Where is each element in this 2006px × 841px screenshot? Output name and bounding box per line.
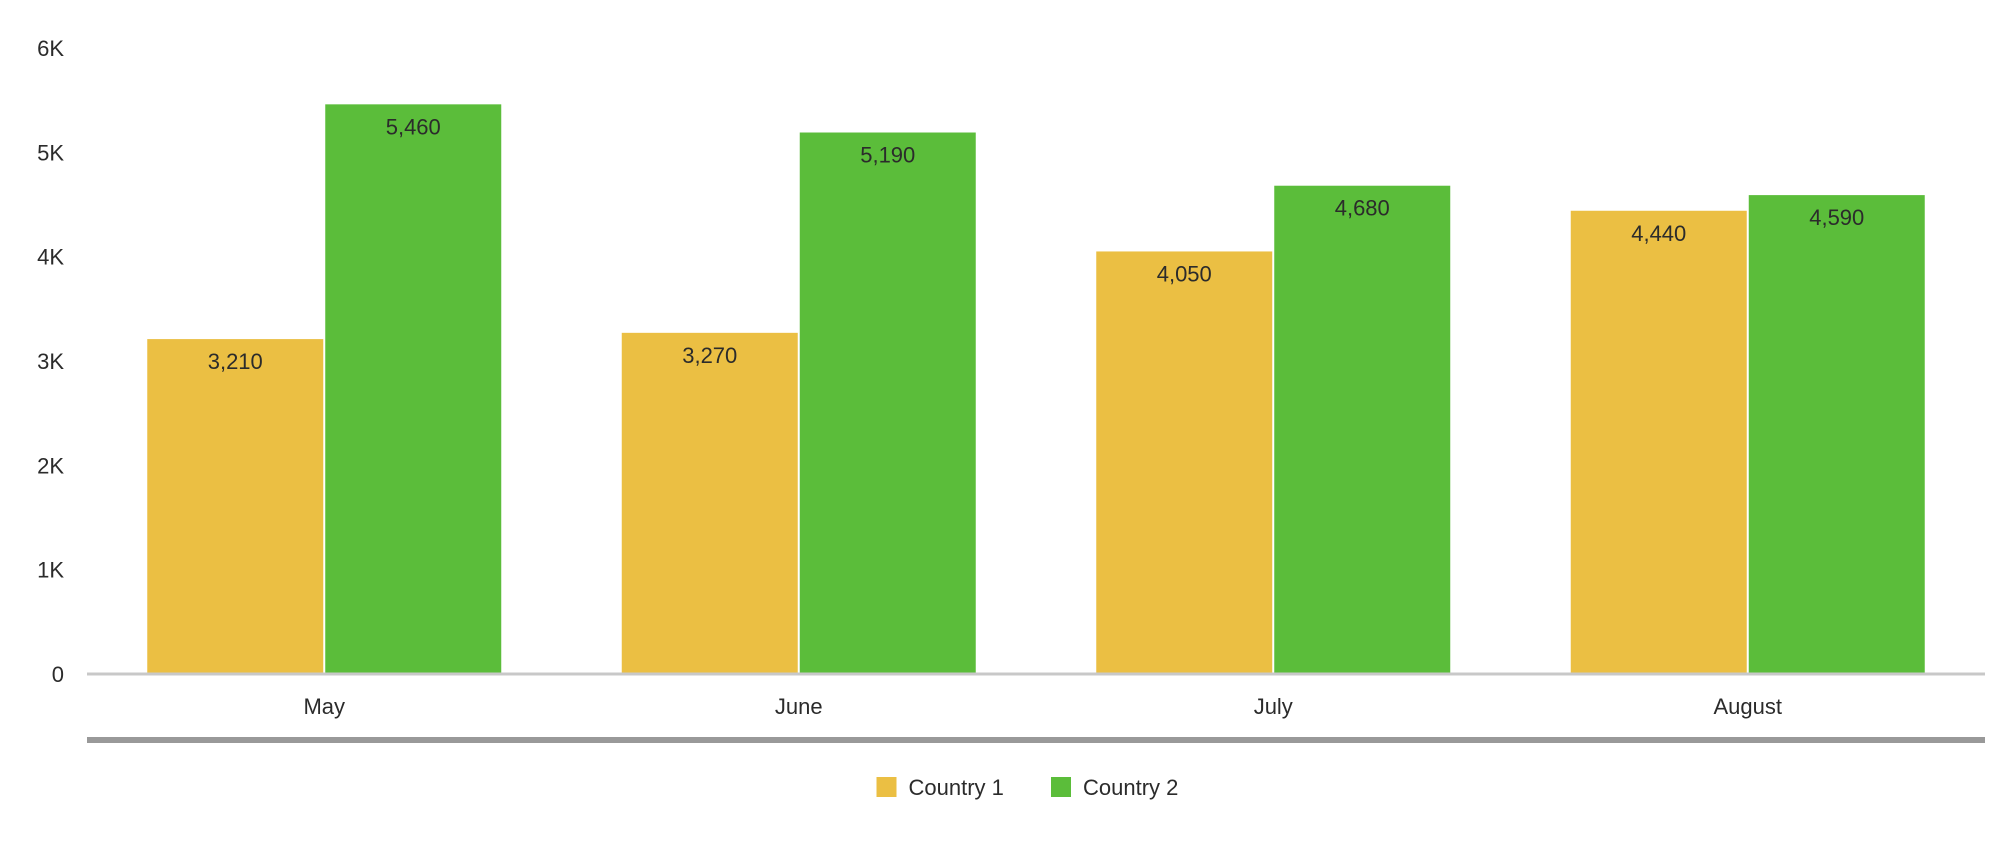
y-tick-label: 0	[52, 662, 64, 687]
bar-series-2-july[interactable]	[1274, 185, 1451, 674]
bars	[147, 104, 1925, 675]
data-label: 4,440	[1631, 221, 1686, 246]
x-axis-ticks: May June July August	[303, 694, 1782, 719]
bar-series-1-june[interactable]	[621, 332, 798, 674]
bar-series-2-june[interactable]	[799, 132, 976, 674]
x-tick-label: July	[1254, 694, 1293, 719]
legend-swatch	[876, 777, 897, 797]
data-label: 3,270	[682, 343, 737, 368]
legend-item-series-1[interactable]: Country 1	[876, 775, 1004, 800]
bar-series-1-august[interactable]	[1570, 210, 1747, 674]
y-tick-label: 5K	[37, 140, 64, 165]
bar-series-2-may[interactable]	[325, 104, 502, 675]
data-label: 5,190	[860, 143, 915, 168]
bar-series-2-august[interactable]	[1748, 195, 1925, 675]
x-tick-label: June	[775, 694, 823, 719]
data-label: 4,590	[1809, 205, 1864, 230]
legend-swatch	[1051, 777, 1071, 797]
data-label: 4,680	[1335, 196, 1390, 221]
y-tick-label: 2K	[37, 453, 64, 478]
x-tick-label: August	[1714, 694, 1783, 719]
data-label: 4,050	[1157, 261, 1212, 286]
data-label: 5,460	[386, 114, 441, 139]
y-axis-ticks: 0 1K 2K 3K 4K 5K 6K	[37, 36, 64, 687]
y-tick-label: 1K	[37, 558, 64, 583]
legend-label: Country 2	[1083, 775, 1178, 800]
bar-series-1-july[interactable]	[1096, 251, 1273, 674]
chart-bottom-divider	[87, 737, 1985, 743]
data-label: 3,210	[208, 349, 263, 374]
x-tick-label: May	[303, 694, 345, 719]
legend: Country 1 Country 2	[876, 775, 1178, 800]
data-labels: 3,210 5,460 3,270 5,190 4,050 4,680 4,440 4,590	[208, 114, 1865, 374]
y-tick-label: 6K	[37, 36, 64, 61]
legend-label: Country 1	[909, 775, 1004, 800]
legend-item-series-2[interactable]: Country 2	[1051, 775, 1178, 800]
y-tick-label: 4K	[37, 245, 64, 270]
y-tick-label: 3K	[37, 349, 64, 374]
bar-series-1-may[interactable]	[147, 339, 324, 674]
